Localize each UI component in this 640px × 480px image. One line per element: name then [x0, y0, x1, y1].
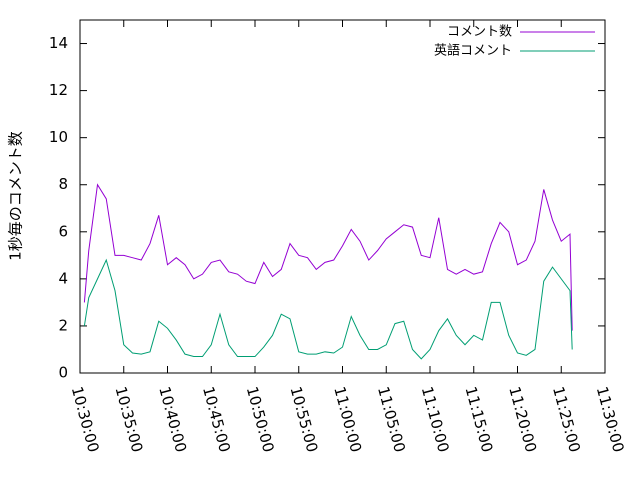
y-tick-label: 12: [49, 81, 68, 99]
plot-border: [79, 19, 606, 374]
series-line: [83, 258, 573, 360]
x-tick-label: 10:45:00: [199, 385, 234, 455]
x-tick-label: 10:55:00: [287, 385, 322, 455]
x-tick-label: 10:50:00: [243, 385, 278, 455]
y-tick-label: 14: [49, 34, 68, 52]
y-tick-label: 6: [58, 222, 68, 240]
x-tick-label: 11:05:00: [374, 385, 409, 455]
x-tick-label: 11:20:00: [505, 385, 540, 455]
x-tick-label: 10:35:00: [112, 385, 147, 455]
x-tick-label: 10:40:00: [155, 385, 190, 455]
y-tick-label: 0: [58, 364, 68, 382]
y-axis-label: 1秒毎のコメント数: [7, 131, 25, 261]
x-tick-label: 10:30:00: [68, 385, 103, 455]
legend-label: コメント数: [447, 25, 512, 40]
x-tick-label: 11:00:00: [330, 385, 365, 455]
series-line: [83, 183, 573, 331]
y-tick-label: 4: [58, 269, 68, 287]
y-tick-label: 10: [49, 128, 68, 146]
y-tick-label: 8: [58, 175, 68, 193]
x-tick-label: 11:25:00: [549, 385, 584, 455]
x-tick-label: 11:15:00: [462, 385, 497, 455]
y-tick-label: 2: [58, 316, 68, 334]
x-tick-label: 11:10:00: [418, 385, 453, 455]
x-tick-label: 11:30:00: [593, 385, 628, 455]
legend-label: 英語コメント: [434, 43, 512, 59]
